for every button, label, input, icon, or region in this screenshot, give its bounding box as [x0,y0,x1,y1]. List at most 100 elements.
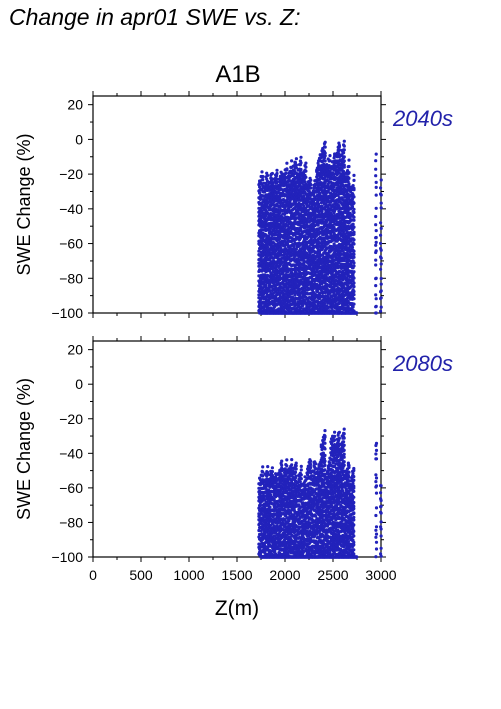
data-point [379,201,383,205]
data-point [342,229,346,233]
data-point [374,249,378,253]
x-axis-label: Z(m) [215,597,259,620]
data-point [258,483,262,487]
data-point [342,169,346,174]
data-point [299,306,303,310]
data-point [348,211,352,215]
data-point [379,226,383,230]
data-point [289,247,293,251]
data-point [306,208,310,213]
data-point [379,186,383,190]
data-point [302,213,306,217]
x-tick-label: 0 [89,567,97,583]
data-point [352,201,356,205]
data-point [352,252,356,256]
data-point [350,205,355,209]
data-point [323,145,327,149]
data-point [309,186,313,190]
data-point [328,291,332,295]
data-point [316,223,320,227]
data-point [303,247,307,251]
data-point [354,311,359,315]
data-point [304,161,308,165]
data-point [317,178,322,182]
data-point [285,264,289,269]
data-point [302,259,306,263]
data-point [352,293,356,297]
data-point [265,173,270,178]
data-point [347,182,351,186]
y-axis-label: SWE Change (%) [14,378,34,520]
data-point [379,305,383,309]
data-point [320,210,324,214]
x-tick-label: 2500 [317,567,348,583]
data-point [257,486,261,490]
data-point [352,218,356,222]
data-point [352,195,356,199]
data-point [270,177,274,181]
data-point [309,183,313,187]
data-point [260,170,264,174]
data-point [374,284,378,288]
data-point [294,163,298,167]
data-point [337,145,341,149]
y-tick-label: −60 [59,236,83,252]
data-point [285,161,289,165]
data-point [379,267,383,271]
data-point [374,293,378,297]
data-point [342,151,346,155]
data-point [265,245,270,249]
data-point [294,157,298,161]
y-tick-label: 0 [75,131,83,147]
data-point [279,221,283,225]
data-point [349,252,353,257]
data-point [319,262,323,266]
data-point [342,165,346,169]
data-point [328,159,332,163]
data-point [379,289,383,293]
data-point [352,270,356,274]
data-point [309,178,313,182]
data-point [351,305,355,309]
data-point [379,221,383,225]
data-point [374,235,378,240]
data-point [342,155,346,159]
data-point [305,217,310,221]
data-point [278,237,282,241]
data-point [304,169,308,173]
page-title: Change in apr01 SWE vs. Z: [9,4,301,30]
data-point [379,193,383,197]
y-tick-label: −100 [51,305,83,321]
data-point [374,185,378,189]
x-tick-label: 1500 [221,567,252,583]
data-point [352,225,356,229]
data-point [323,151,327,155]
data-point [342,159,346,163]
data-point [351,222,355,226]
data-point [290,463,294,467]
data-point [347,158,351,162]
data-point [298,271,302,275]
data-point [258,542,262,547]
data-point [315,175,319,179]
data-point [379,241,383,245]
data-point [379,309,383,313]
data-point [275,168,279,172]
data-point [258,185,262,189]
data-point [301,303,305,308]
data-point [374,214,378,219]
data-point [259,197,263,201]
data-point [337,148,341,152]
period-label: 2040s [392,106,453,131]
data-point [317,251,322,255]
data-point [374,263,378,267]
data-point [337,261,341,265]
data-point [284,171,288,175]
panel-title: A1B [215,61,260,88]
data-point [290,458,294,462]
data-point [352,302,356,306]
data-point [280,463,284,467]
y-tick-label: −80 [59,270,83,286]
data-point [305,308,310,312]
